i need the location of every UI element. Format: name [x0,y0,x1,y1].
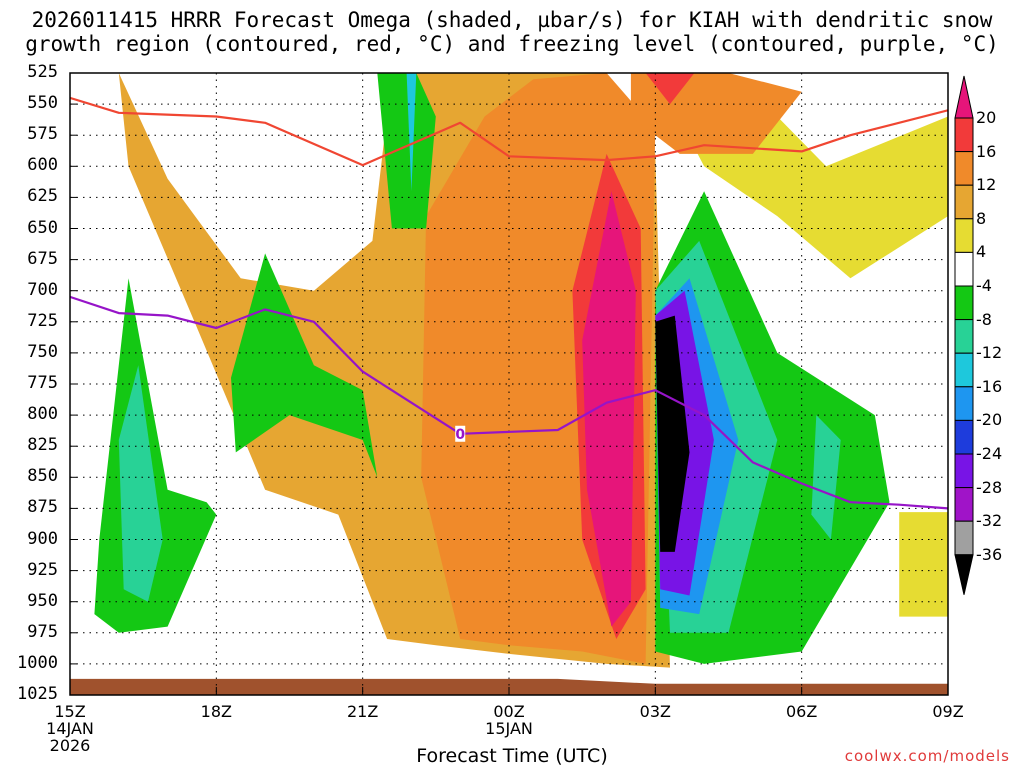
title-line-1: 2026011415 HRRR Forecast Omega (shaded, … [31,8,993,32]
y-tick-label: 825 [27,435,58,456]
colorbar-label: 8 [976,208,987,228]
x-tick-time: 00Z [493,702,525,721]
ground-surface [70,678,948,695]
y-tick-label: 1000 [17,652,58,673]
colorbar-segment [954,218,974,253]
colorbar-segment [954,117,974,153]
omega-negative-21z-core [406,73,417,192]
colorbar-label: -12 [976,343,1003,363]
freezing-level-label-bg [455,425,466,442]
colorbar-label: 4 [976,242,987,262]
x-tick-label: 09Z [908,703,988,720]
colorbar-segment [954,251,974,287]
colorbar-label: -4 [976,276,992,295]
colorbar-label: -32 [976,511,1003,531]
x-tick-label: 00Z 15JAN [469,703,549,737]
y-tick-label: 725 [27,310,58,331]
y-tick-label: 950 [27,590,58,611]
colorbar-segment [954,487,974,522]
y-tick-label: 850 [27,466,58,487]
plot-frame [69,72,949,696]
omega-negative-west-core [118,365,163,602]
omega-negative-03z-core [655,315,690,552]
watermark: coolwx.com/models [844,747,1010,765]
colorbar-label: 16 [976,141,997,161]
y-tick-label: 925 [27,559,58,580]
y-tick-label: 550 [27,93,58,114]
colorbar-segment [954,386,974,421]
omega-positive-southeast [899,512,948,617]
y-tick-label: 750 [27,341,58,362]
colorbar-label: -16 [976,376,1003,396]
chart-title: 2026011415 HRRR Forecast Omega (shaded, … [0,8,1024,56]
colorbar-segment [954,453,974,489]
colorbar-segment [954,319,974,354]
colorbar-label: -36 [976,544,1003,564]
y-tick-label: 675 [27,248,58,269]
freezing-level-label: 0 [455,427,465,443]
colorbar-label: -28 [976,477,1003,497]
x-tick-time: 06Z [785,702,818,721]
x-axis-label: Forecast Time (UTC) [416,745,608,767]
y-tick-label: 775 [27,373,58,393]
colorbar-label: -20 [976,410,1003,430]
y-tick-label: 600 [27,155,58,176]
y-tick-label: 625 [27,186,58,207]
x-tick-label: 15Z 14JAN 2026 [30,703,110,754]
x-tick-time: 09Z [932,702,964,721]
y-tick-label: 525 [27,62,58,82]
omega-magenta-column [582,191,636,627]
colorbar-segment [954,352,974,388]
x-tick-year: 2026 [49,736,91,755]
colorbar-segment [954,285,974,321]
dendritic-snow-growth-contour [70,96,948,167]
y-tick-label: 800 [27,404,58,425]
x-tick-label: 21Z [323,703,403,720]
title-line-2: growth region (contoured, red, °C) and f… [25,32,999,56]
omega-negative-21z-upper [377,73,436,229]
y-tick-label: 975 [27,621,58,642]
x-tick-date: 15JAN [485,719,533,738]
x-tick-date: 14JAN [46,719,94,738]
colorbar-label: -24 [976,444,1003,463]
x-tick-label: 06Z [762,703,842,720]
omega-red-top [645,73,695,105]
colorbar-segment [954,520,974,556]
y-tick-label: 575 [27,124,58,145]
y-tick-label: 1025 [17,684,58,704]
x-tick-time: 21Z [346,702,379,721]
x-tick-label: 03Z [615,703,695,720]
colorbar-top-arrow [954,75,974,119]
y-tick-label: 700 [27,279,58,300]
colorbar-segment [954,184,974,220]
x-tick-label: 18Z [176,703,256,720]
y-tick-label: 900 [27,528,58,549]
x-tick-time: 15Z [54,702,86,721]
x-tick-time: 18Z [200,702,232,721]
colorbar-label: 20 [976,108,997,127]
freezing-level-contour [70,295,948,510]
y-tick-label: 650 [27,217,58,238]
colorbar-segment [954,151,974,186]
y-tick-label: 875 [27,497,58,518]
colorbar-label: -8 [976,309,992,329]
colorbar-segment [954,419,974,455]
colorbar-label: 12 [976,175,997,195]
x-tick-time: 03Z [639,702,671,721]
colorbar-bottom-arrow [954,554,974,595]
